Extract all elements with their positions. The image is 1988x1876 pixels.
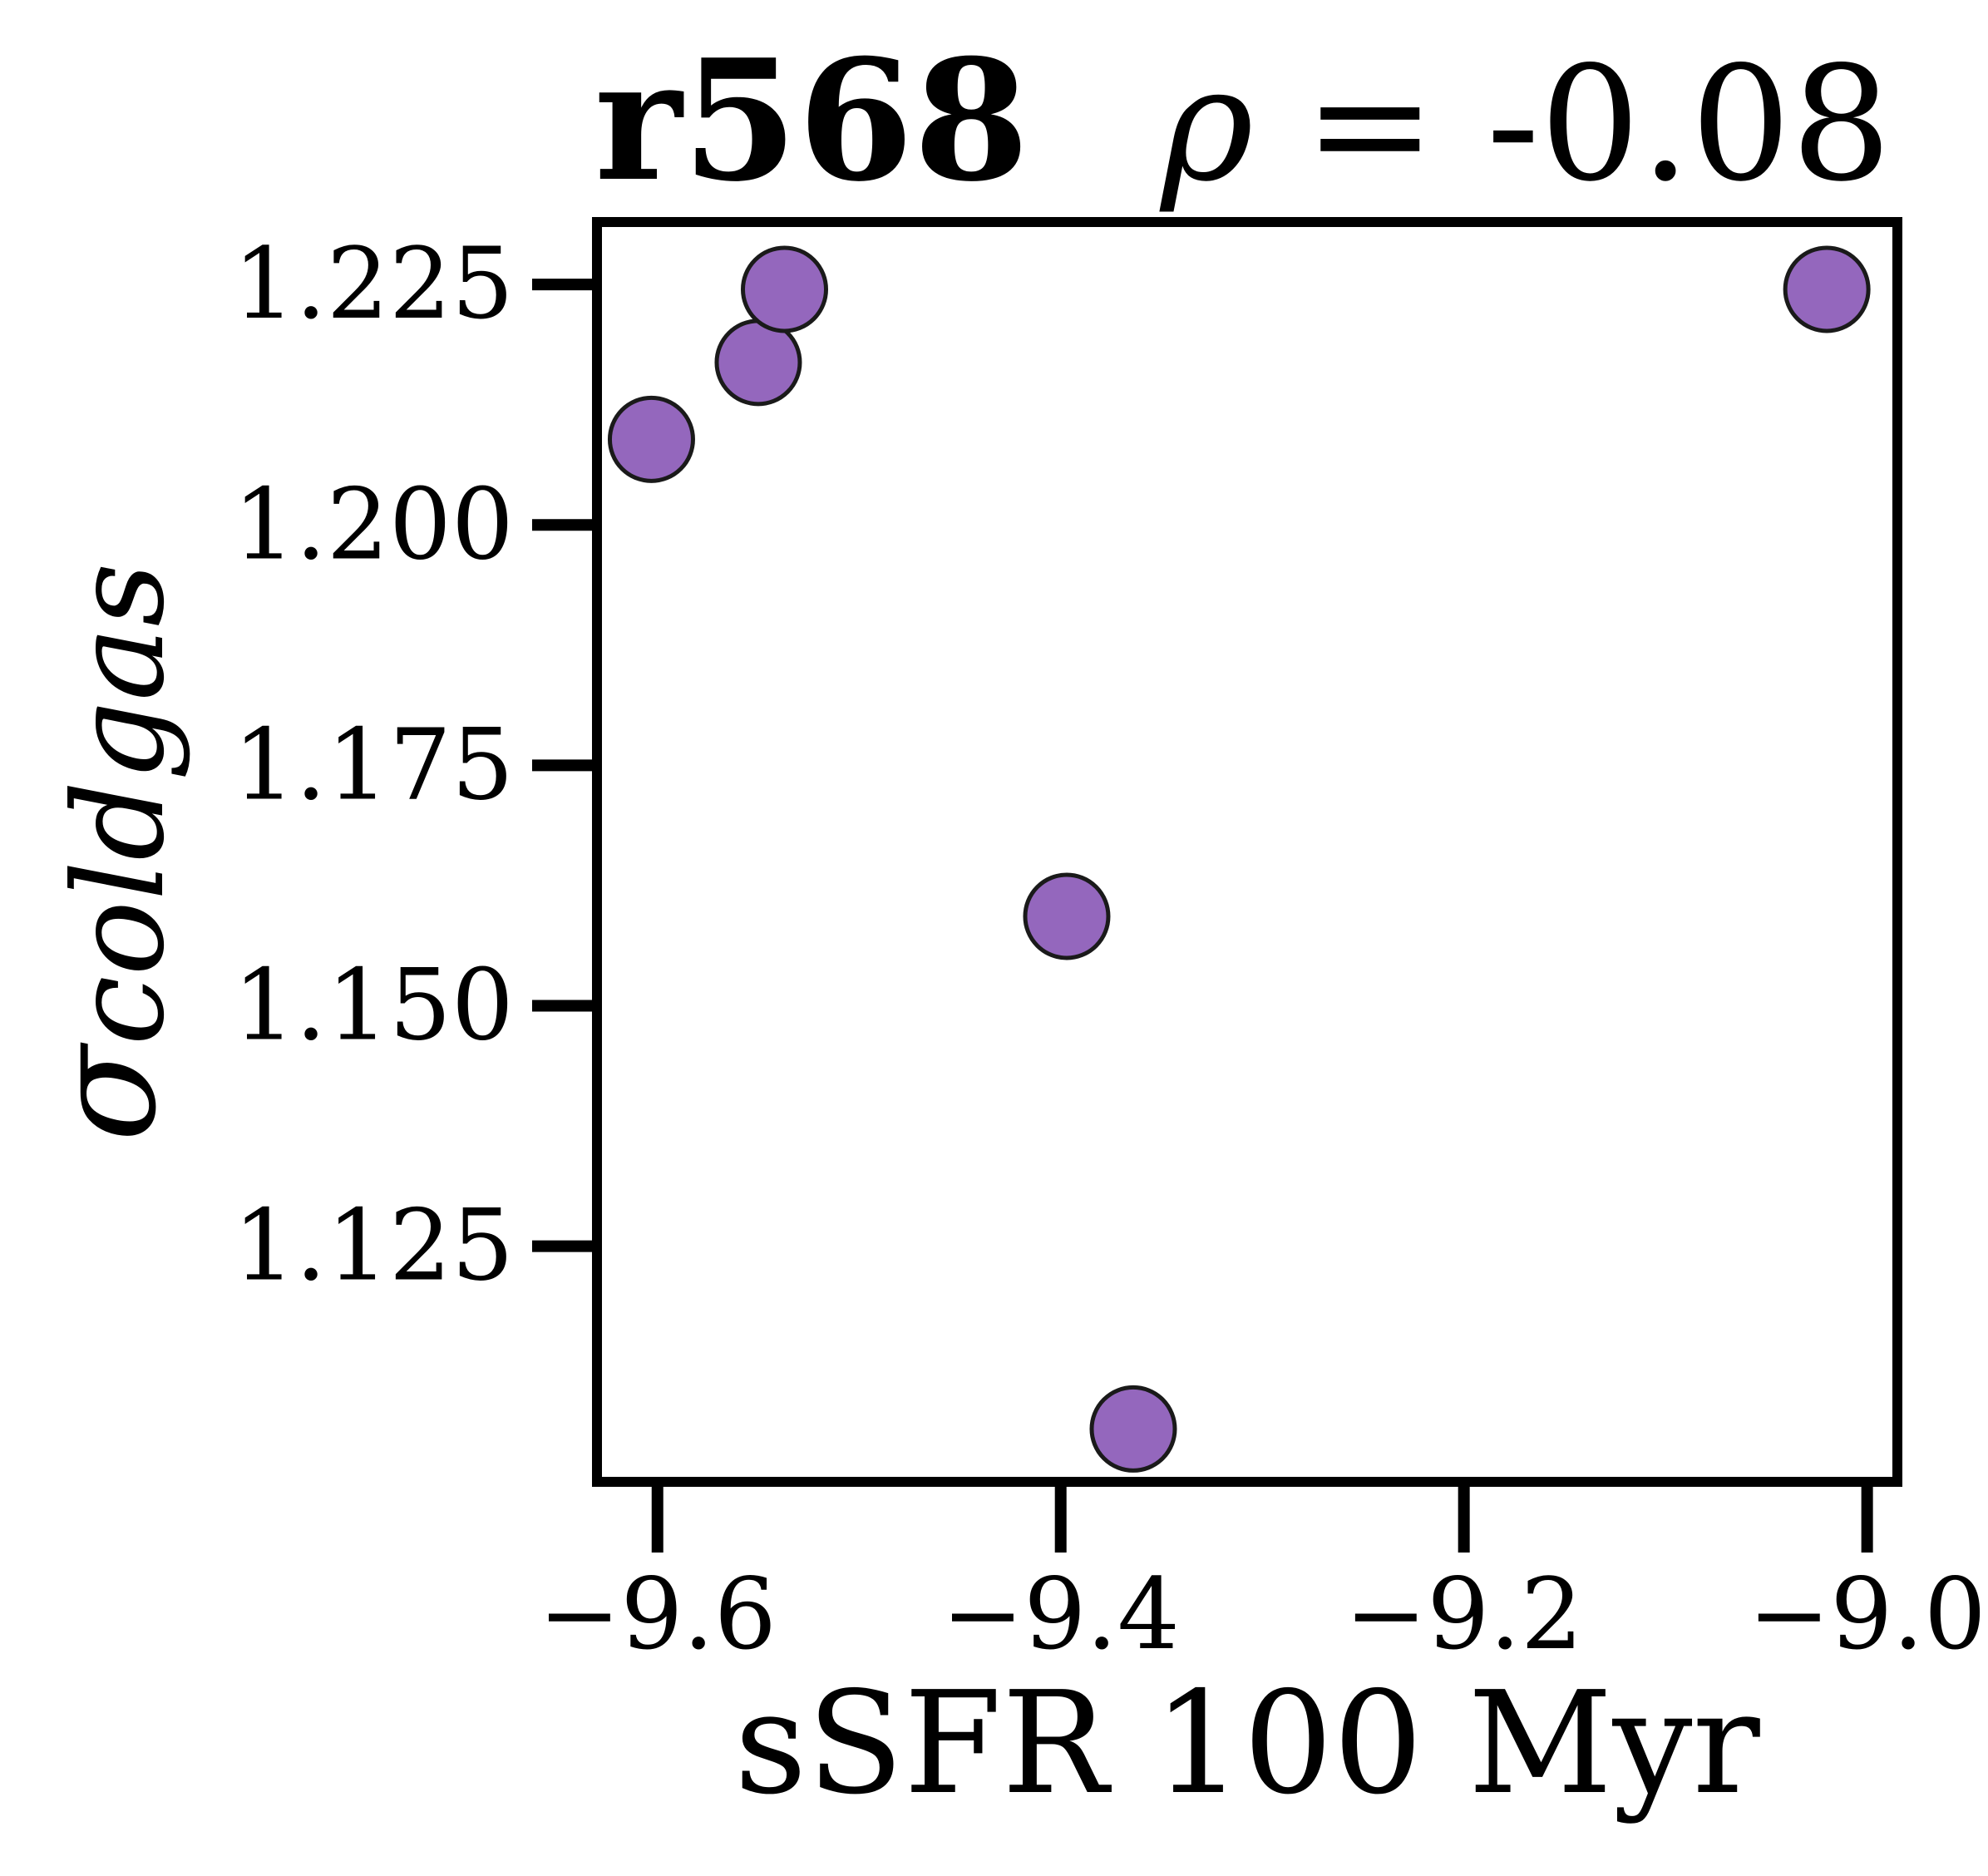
chart-title: r568 (594, 23, 1029, 219)
data-point (741, 245, 829, 333)
correlation-symbol: ρ (1159, 32, 1254, 216)
y-tick-label: 1.150 (233, 948, 514, 1063)
y-axis-label-subscript: coldgas (47, 563, 192, 1046)
x-tick-label: −9.0 (1748, 1557, 1986, 1671)
y-axis: 1.125 1.150 1.175 1.200 1.225 (233, 226, 597, 1303)
x-tick-label: −9.4 (941, 1557, 1180, 1671)
x-tick-label: −9.2 (1344, 1557, 1583, 1671)
x-axis-label: sSFR 100 Myr (734, 1661, 1760, 1826)
correlation-value: -0.08 (1487, 32, 1892, 216)
data-point (1023, 872, 1111, 960)
data-points (607, 245, 1871, 1473)
y-tick-label: 1.200 (233, 467, 514, 581)
y-axis-label: σcoldgas (23, 563, 192, 1143)
x-axis: −9.6 −9.4 −9.2 −9.0 (538, 1482, 1986, 1671)
correlation-operator: = (1254, 32, 1487, 216)
correlation-annotation: ρ = -0.08 (1159, 32, 1892, 216)
y-tick-label: 1.225 (233, 226, 514, 341)
data-point (1089, 1385, 1177, 1473)
data-point (1783, 245, 1871, 333)
y-tick-label: 1.125 (233, 1188, 514, 1303)
data-point (607, 395, 695, 483)
data-point (714, 318, 802, 407)
y-tick-label: 1.175 (233, 707, 514, 822)
y-axis-label-symbol: σ (23, 1042, 188, 1142)
plot-area-frame (592, 217, 1902, 1487)
x-tick-label: −9.6 (538, 1557, 777, 1671)
